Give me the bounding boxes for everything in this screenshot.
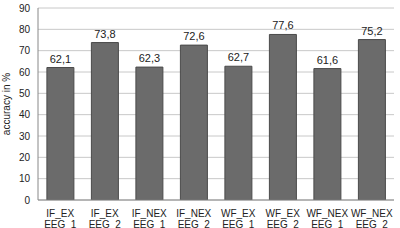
svg-text:WF_NEXEEG_2: WF_NEXEEG_2 bbox=[351, 208, 392, 228]
svg-text:90: 90 bbox=[19, 3, 31, 14]
svg-text:77,6: 77,6 bbox=[272, 19, 293, 31]
svg-text:62,7: 62,7 bbox=[228, 51, 249, 63]
svg-text:accuracy in %: accuracy in % bbox=[8, 73, 12, 135]
svg-text:70: 70 bbox=[19, 45, 31, 56]
svg-text:10: 10 bbox=[19, 173, 31, 184]
svg-text:62,3: 62,3 bbox=[139, 52, 160, 64]
svg-text:62,1: 62,1 bbox=[50, 53, 71, 65]
svg-text:IF_NEXEEG_2: IF_NEXEEG_2 bbox=[176, 208, 211, 228]
svg-text:61,6: 61,6 bbox=[317, 54, 338, 66]
svg-text:IF_NEXEEG_1: IF_NEXEEG_1 bbox=[132, 208, 167, 228]
svg-text:20: 20 bbox=[19, 152, 31, 163]
svg-text:40: 40 bbox=[19, 109, 31, 120]
svg-text:WF_NEXEEG_1: WF_NEXEEG_1 bbox=[306, 208, 348, 228]
svg-text:75,2: 75,2 bbox=[361, 25, 382, 37]
svg-text:IF_EXEEG_2: IF_EXEEG_2 bbox=[89, 208, 122, 228]
svg-text:60: 60 bbox=[19, 67, 31, 78]
svg-text:73,8: 73,8 bbox=[94, 28, 115, 40]
svg-text:80: 80 bbox=[19, 24, 31, 35]
svg-text:WF_EXEEG_2: WF_EXEEG_2 bbox=[266, 208, 301, 228]
svg-text:72,6: 72,6 bbox=[183, 30, 204, 42]
svg-text:50: 50 bbox=[19, 88, 31, 99]
svg-text:0: 0 bbox=[24, 195, 30, 206]
svg-text:IF_EXEEG_1: IF_EXEEG_1 bbox=[44, 208, 77, 228]
svg-text:WF_EXEEG_1: WF_EXEEG_1 bbox=[221, 208, 256, 228]
svg-text:30: 30 bbox=[19, 131, 31, 142]
